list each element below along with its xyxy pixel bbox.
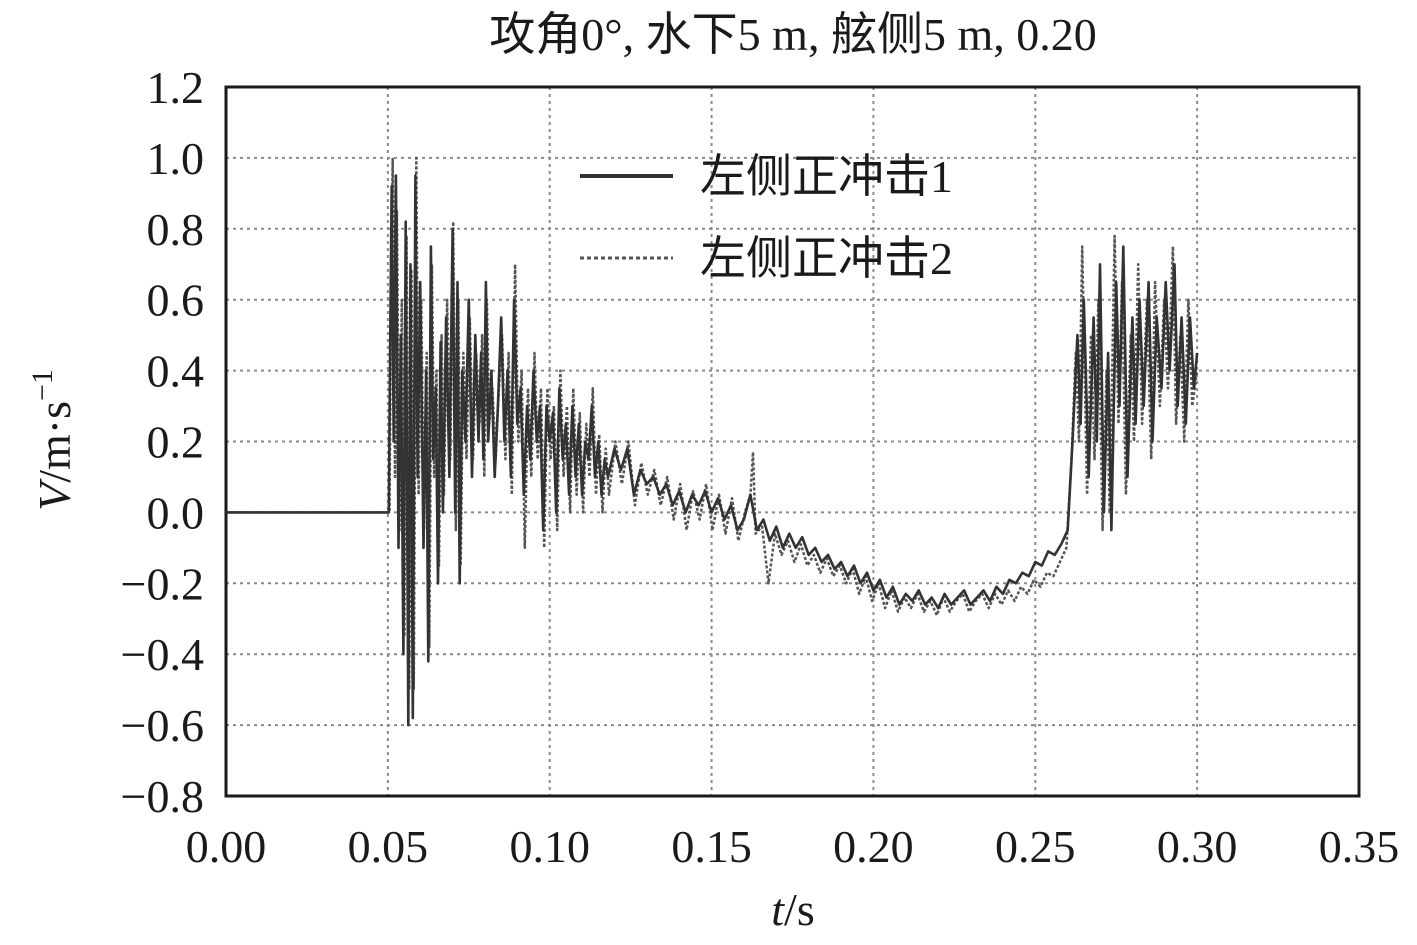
y-tick-label: 0.4 — [147, 346, 205, 397]
x-axis-unit: /s — [784, 884, 815, 935]
y-tick-label: −0.2 — [121, 558, 204, 609]
chart-title: 攻角0°, 水下5 m, 舷侧5 m, 0.20 — [489, 9, 1096, 60]
x-tick-label: 0.30 — [1157, 821, 1238, 872]
x-tick-label: 0.10 — [509, 821, 590, 872]
x-tick-label: 0.25 — [995, 821, 1076, 872]
y-tick-label: 1.2 — [147, 62, 205, 113]
y-tick-label: 0.8 — [147, 204, 205, 255]
series-layer — [226, 156, 1199, 727]
plot-frame — [224, 85, 1361, 798]
legend: 左侧正冲击1 左侧正冲击2 — [580, 151, 953, 284]
x-axis-ticks: 0.00 0.05 0.10 0.15 0.20 0.25 0.30 0.35 — [186, 821, 1400, 872]
y-tick-label: 0.0 — [147, 487, 205, 538]
x-tick-label: 0.35 — [1319, 821, 1400, 872]
y-axis-unit-exponent: −1 — [26, 369, 59, 401]
x-tick-label: 0.05 — [348, 821, 429, 872]
y-tick-label: 1.0 — [147, 133, 205, 184]
legend-label-series-1: 左侧正冲击1 — [700, 151, 953, 202]
x-axis-symbol: t — [771, 884, 785, 935]
x-axis-label: t/s — [771, 884, 814, 935]
x-tick-label: 0.20 — [833, 821, 914, 872]
y-tick-label: −0.6 — [121, 700, 204, 751]
legend-label-series-2: 左侧正冲击2 — [700, 233, 953, 284]
y-axis-ticks: −0.8 −0.6 −0.4 −0.2 0.0 0.2 0.4 0.6 0.8 1.0 1.2 — [121, 62, 204, 822]
grid-lines — [226, 87, 1359, 796]
y-axis-label: V/m·s−1 — [26, 369, 80, 511]
y-tick-label: 0.2 — [147, 417, 205, 468]
y-tick-label: −0.4 — [121, 629, 204, 680]
y-axis-unit: /m·s — [29, 401, 80, 483]
y-tick-label: −0.8 — [121, 771, 204, 822]
series-line-1 — [226, 174, 1199, 727]
x-tick-label: 0.15 — [671, 821, 752, 872]
y-axis-symbol: V — [29, 478, 80, 511]
x-tick-label: 0.00 — [186, 821, 267, 872]
y-tick-label: 0.6 — [147, 275, 205, 326]
